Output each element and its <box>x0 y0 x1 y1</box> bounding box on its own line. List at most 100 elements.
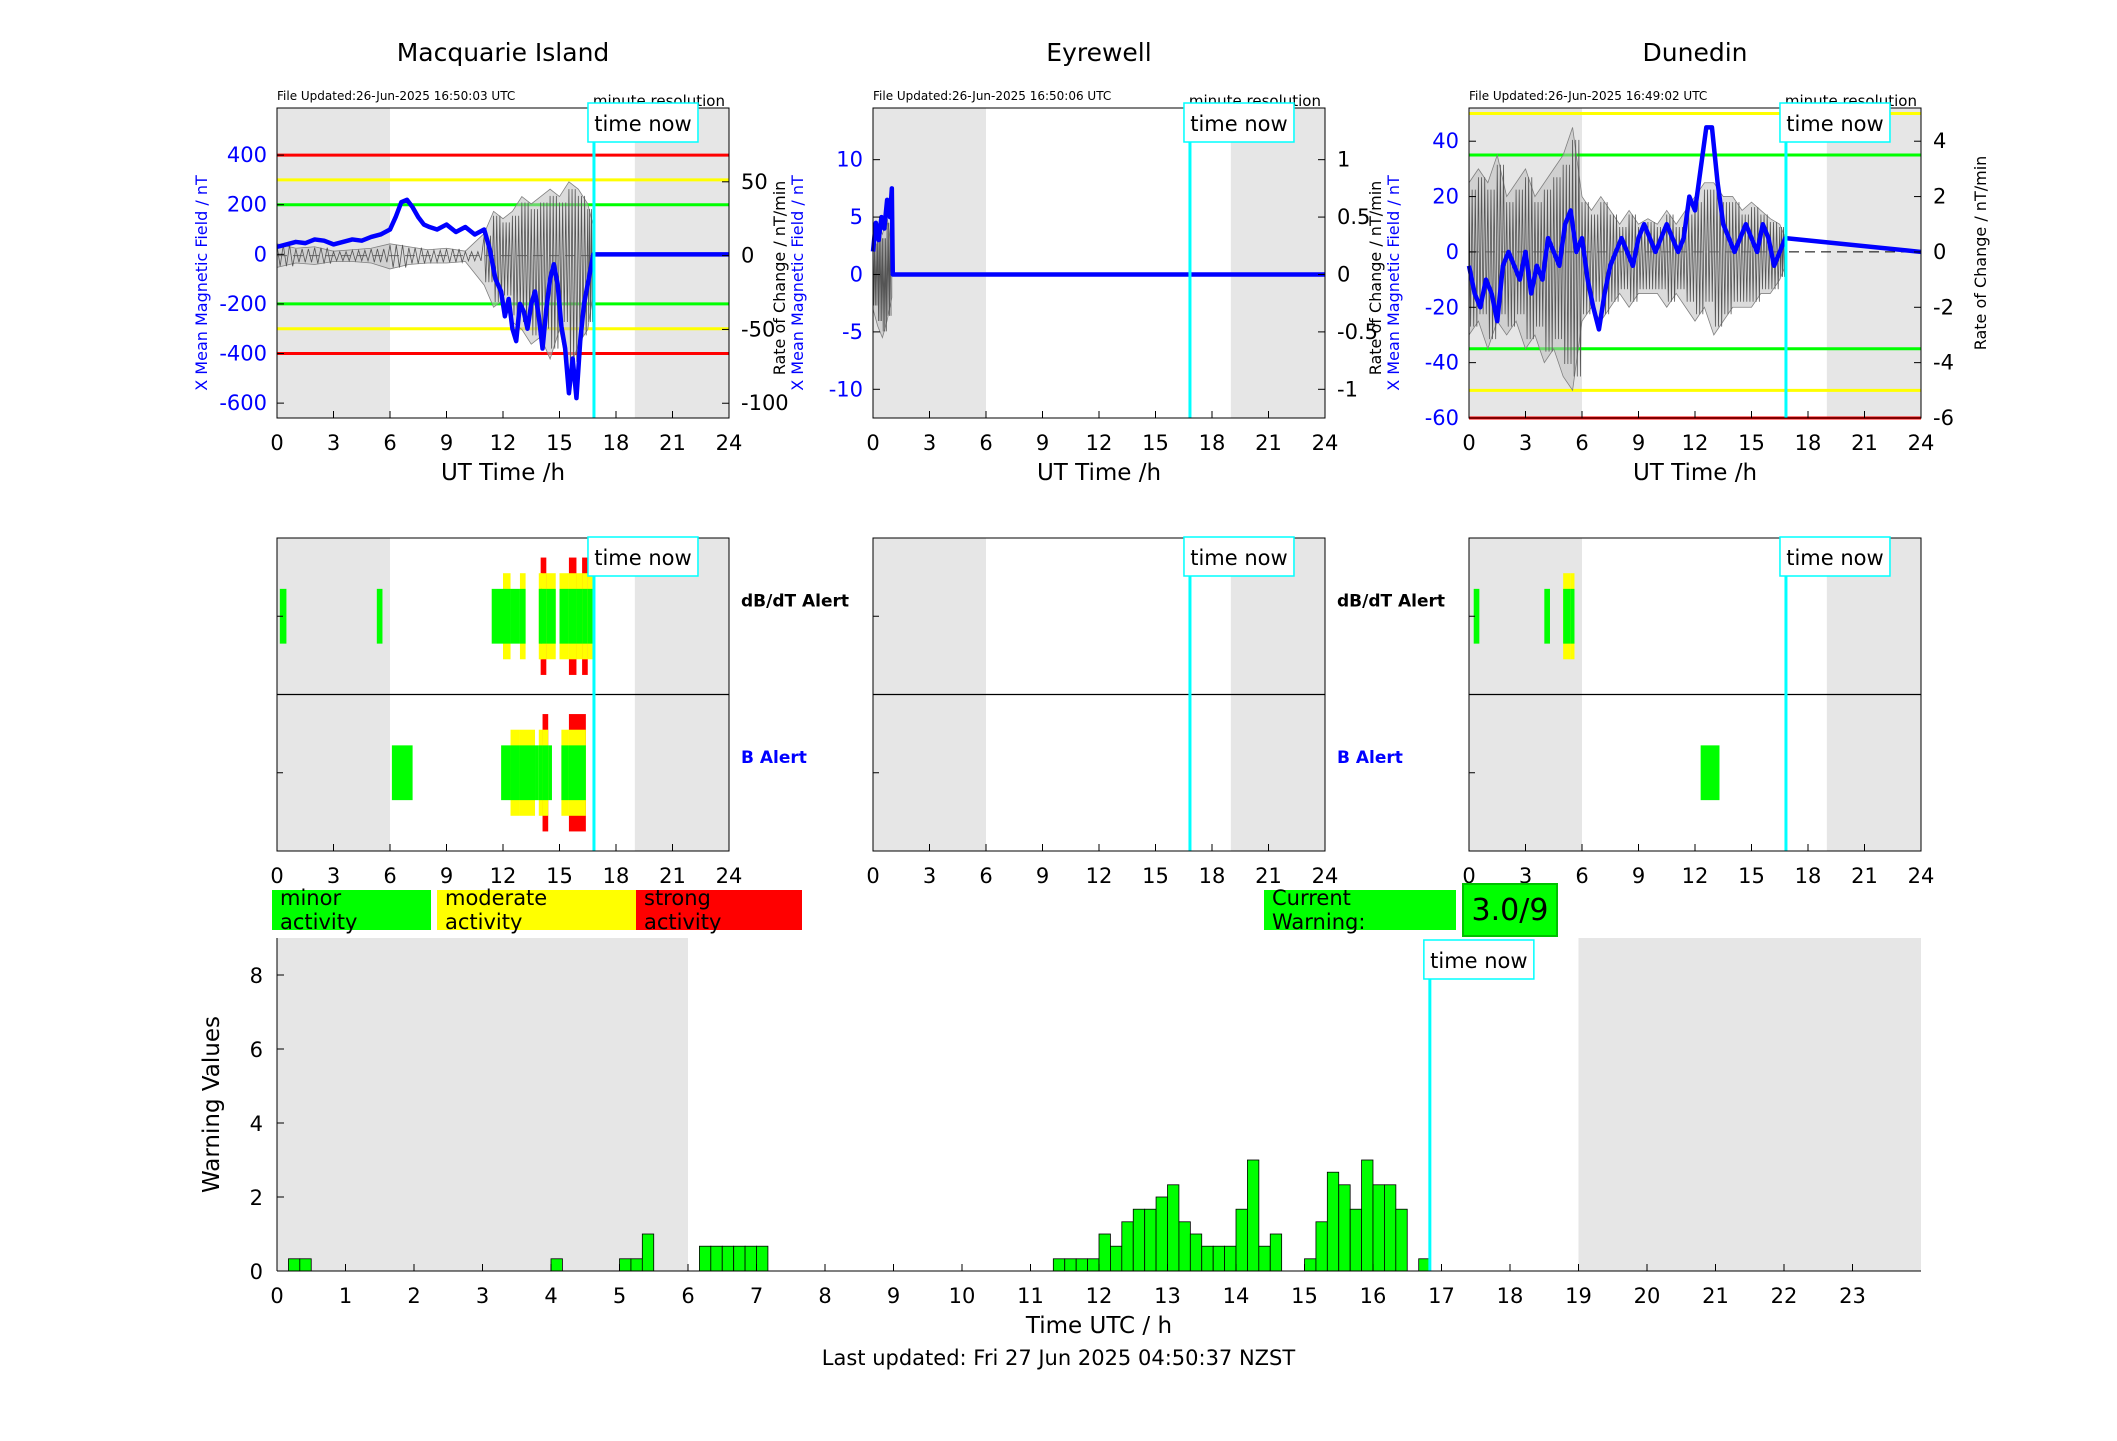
alert-mark-dbdt-dunedin <box>1544 588 1550 644</box>
alert-x-tick-label-macquarie-island: 3 <box>327 864 340 888</box>
warning-x-tick-label: 17 <box>1428 1284 1455 1308</box>
alert-x-tick-label-dunedin: 12 <box>1682 864 1709 888</box>
y-tick-label-left-macquarie-island: -600 <box>219 391 267 415</box>
warning-bar <box>1064 1258 1077 1272</box>
alert-x-tick-label-dunedin: 18 <box>1795 864 1822 888</box>
current-warning-text: Current Warning: <box>1272 886 1366 934</box>
alert-time-now-label-dunedin: time now <box>1786 546 1883 570</box>
x-tick-label-eyrewell: 3 <box>923 431 936 455</box>
field-line-dunedin <box>1466 125 1922 332</box>
alert-mark-dbdt-macquarie-island <box>503 588 511 644</box>
current-warning-value: 3.0/9 <box>1462 883 1558 937</box>
y-tick-label-left-eyrewell: 5 <box>850 205 863 229</box>
time-now-label-dunedin: time now <box>1786 112 1883 136</box>
warning-x-tick-label: 8 <box>818 1284 831 1308</box>
alert-x-tick-label-macquarie-island: 12 <box>490 864 517 888</box>
alert-mark-dbdt-macquarie-island <box>538 588 542 644</box>
warning-x-tick-label: 16 <box>1360 1284 1387 1308</box>
y-tick-label-right-dunedin: -4 <box>1933 351 1954 375</box>
warning-time-now-label: time now <box>1430 949 1527 973</box>
warning-bar <box>1144 1208 1157 1272</box>
alert-x-tick-label-macquarie-island: 0 <box>270 864 283 888</box>
alert-x-tick-label-eyrewell: 18 <box>1199 864 1226 888</box>
legend-strong-label: strong activity <box>644 886 722 934</box>
y-tick-label-left-dunedin: 40 <box>1432 129 1459 153</box>
time-now-label-macquarie-island: time now <box>594 112 691 136</box>
warning-x-tick-label: 10 <box>949 1284 976 1308</box>
y-tick-label-right-macquarie-island: -50 <box>741 317 775 341</box>
alert-x-tick-label-eyrewell: 0 <box>866 864 879 888</box>
x-tick-label-macquarie-island: 15 <box>546 431 573 455</box>
x-tick-label-dunedin: 15 <box>1738 431 1765 455</box>
file-updated-eyrewell: File Updated:26-Jun-2025 16:50:06 UTC <box>873 89 1111 103</box>
x-tick-label-macquarie-island: 0 <box>270 431 283 455</box>
warning-bar <box>641 1233 655 1272</box>
y-axis-label-outer-dunedin: Rate of Change / nT/min <box>1971 156 1990 351</box>
alert-time-now-label-eyrewell: time now <box>1190 546 1287 570</box>
x-tick-label-dunedin: 18 <box>1795 431 1822 455</box>
warning-bar <box>1395 1208 1408 1272</box>
legend-moderate-activity: moderate activity <box>437 886 636 934</box>
chart-title-eyrewell: Eyrewell <box>1046 38 1151 67</box>
alert-x-tick-label-macquarie-island: 9 <box>440 864 453 888</box>
warning-bar <box>1326 1171 1340 1272</box>
y-tick-label-left-macquarie-island: 400 <box>227 143 267 167</box>
x-tick-label-dunedin: 24 <box>1908 431 1935 455</box>
warning-x-tick-label: 15 <box>1291 1284 1318 1308</box>
warning-bar <box>1224 1245 1237 1272</box>
warning-x-tick-label: 19 <box>1565 1284 1592 1308</box>
x-tick-label-macquarie-island: 6 <box>383 431 396 455</box>
y-tick-label-right-macquarie-island: 50 <box>741 170 768 194</box>
warning-bar <box>288 1258 301 1272</box>
warning-bar <box>1315 1221 1328 1272</box>
alert-mark-dbdt-macquarie-island <box>510 588 520 644</box>
x-tick-label-dunedin: 3 <box>1519 431 1532 455</box>
warning-y-tick-label: 6 <box>250 1038 263 1062</box>
y-tick-label-right-eyrewell: 0.5 <box>1337 205 1370 229</box>
y-tick-label-left-macquarie-island: 200 <box>227 193 267 217</box>
y-axis-label-left-dunedin: X Mean Magnetic Field / nT <box>1384 175 1403 391</box>
warning-bar <box>550 1258 563 1272</box>
alert-x-tick-label-dunedin: 3 <box>1519 864 1532 888</box>
warning-bar <box>1304 1258 1317 1272</box>
y-tick-label-right-macquarie-island: 0 <box>741 244 754 268</box>
alert-x-tick-label-eyrewell: 6 <box>979 864 992 888</box>
b-alert-label-macquarie-island: B Alert <box>741 748 807 768</box>
y-tick-label-right-dunedin: 2 <box>1933 185 1946 209</box>
y-tick-label-right-dunedin: -6 <box>1933 406 1954 430</box>
warning-bar <box>710 1245 723 1272</box>
alert-x-tick-label-macquarie-island: 6 <box>383 864 396 888</box>
field-line-eyrewell <box>870 186 1325 277</box>
warning-bar <box>1098 1233 1111 1272</box>
warning-bar <box>299 1258 312 1272</box>
warning-x-tick-label: 2 <box>407 1284 420 1308</box>
alert-x-tick-label-macquarie-island: 18 <box>603 864 630 888</box>
y-tick-label-left-dunedin: -60 <box>1425 406 1459 430</box>
warning-bar <box>1372 1184 1385 1272</box>
file-updated-dunedin: File Updated:26-Jun-2025 16:49:02 UTC <box>1469 89 1707 103</box>
warning-x-tick-label: 23 <box>1839 1284 1866 1308</box>
b-alert-label-eyrewell: B Alert <box>1337 748 1403 768</box>
x-tick-label-macquarie-island: 12 <box>490 431 517 455</box>
warning-y-tick-label: 8 <box>250 964 263 988</box>
x-tick-label-macquarie-island: 18 <box>603 431 630 455</box>
warning-bar <box>1235 1208 1248 1272</box>
warning-y-tick-label: 0 <box>250 1260 263 1284</box>
legend-minor-activity: minor activity <box>272 886 431 934</box>
warning-bar <box>733 1245 746 1272</box>
last-updated: Last updated: Fri 27 Jun 2025 04:50:37 N… <box>821 1346 1296 1370</box>
y-tick-label-right-eyrewell: -1 <box>1337 377 1358 401</box>
dbdt-alert-label-macquarie-island: dB/dT Alert <box>741 591 849 611</box>
warning-bar <box>1338 1184 1351 1272</box>
alert-mark-dbdt-macquarie-island <box>540 588 547 644</box>
warning-time-now-box <box>1423 939 1535 980</box>
warning-x-tick-label: 21 <box>1702 1284 1729 1308</box>
y-tick-label-right-eyrewell: 0 <box>1337 262 1350 286</box>
alert-time-now-box-macquarie-island <box>587 536 699 577</box>
warning-bar <box>630 1258 643 1272</box>
y-tick-label-right-macquarie-island: -100 <box>741 391 789 415</box>
file-updated-macquarie-island: File Updated:26-Jun-2025 16:50:03 UTC <box>277 89 515 103</box>
y-tick-label-left-dunedin: -40 <box>1425 351 1459 375</box>
x-tick-label-macquarie-island: 9 <box>440 431 453 455</box>
